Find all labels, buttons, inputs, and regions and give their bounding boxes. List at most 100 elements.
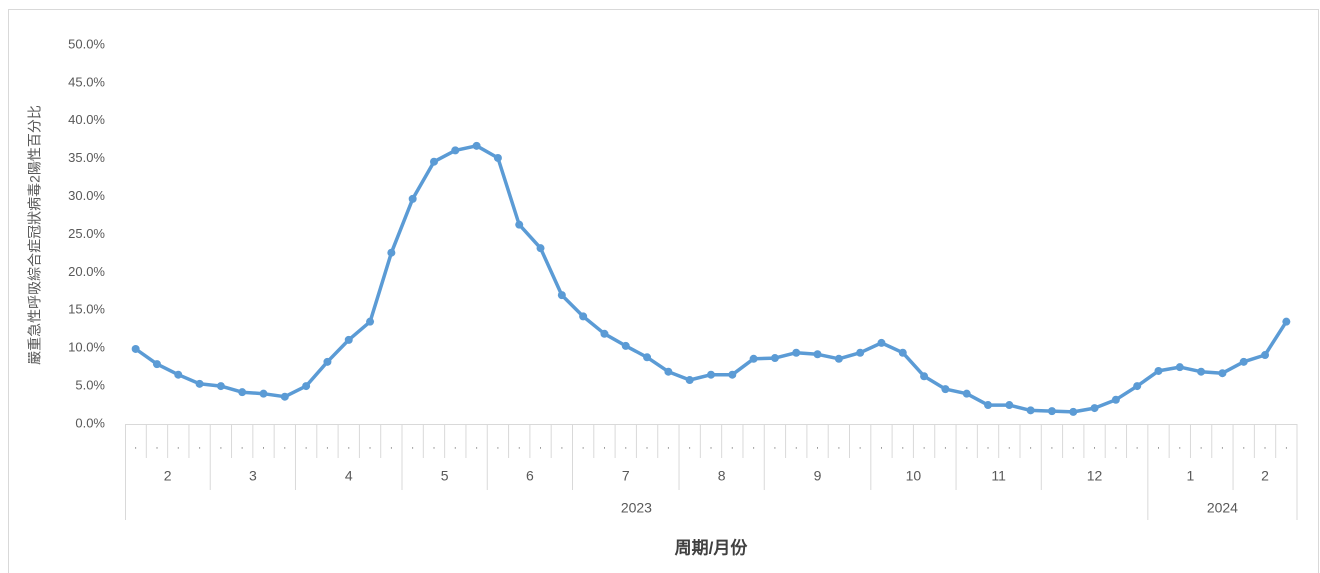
data-point <box>259 389 268 398</box>
data-point <box>643 353 652 362</box>
x-tick-label: . <box>305 441 308 452</box>
x-tick-label: . <box>582 441 585 452</box>
data-point <box>493 153 502 162</box>
x-tick-label: . <box>965 441 968 452</box>
x-tick-label: . <box>1008 441 1011 452</box>
month-label: 9 <box>814 468 822 484</box>
x-tick-label: . <box>497 441 500 452</box>
x-tick-label: . <box>1242 441 1245 452</box>
data-point <box>664 367 673 376</box>
x-tick-label: . <box>987 441 990 452</box>
x-tick-label: . <box>944 441 947 452</box>
x-tick-label: . <box>923 441 926 452</box>
data-point <box>387 248 396 257</box>
data-point <box>195 379 204 388</box>
data-point <box>451 146 460 155</box>
data-point <box>515 220 524 229</box>
data-point <box>834 354 843 363</box>
y-tick-label: 50.0% <box>68 36 105 51</box>
x-tick-label: . <box>646 441 649 452</box>
x-tick-label: . <box>134 441 137 452</box>
chart-frame <box>8 9 1319 573</box>
y-tick-label: 10.0% <box>68 340 105 355</box>
data-point <box>1069 407 1078 416</box>
y-tick-label: 20.0% <box>68 264 105 279</box>
data-point <box>1111 395 1120 404</box>
data-point <box>280 392 289 401</box>
x-tick-label: . <box>560 441 563 452</box>
month-label: 3 <box>249 468 257 484</box>
x-tick-label: . <box>518 441 521 452</box>
data-point <box>1133 382 1142 391</box>
x-tick-label: . <box>283 441 286 452</box>
data-point <box>600 329 609 338</box>
x-tick-label: . <box>752 441 755 452</box>
data-point <box>1261 351 1270 360</box>
data-point <box>749 354 758 363</box>
data-point <box>707 370 715 379</box>
data-point <box>536 244 545 253</box>
data-point <box>1197 367 1206 376</box>
x-tick-label: . <box>795 441 798 452</box>
data-point <box>621 341 630 350</box>
data-point <box>856 348 865 357</box>
x-tick-label: . <box>369 441 372 452</box>
data-point <box>962 389 971 398</box>
data-point <box>813 350 822 359</box>
x-tick-label: . <box>156 441 159 452</box>
month-label: 8 <box>718 468 726 484</box>
data-point <box>344 335 353 344</box>
data-point <box>323 357 332 366</box>
data-point <box>579 312 588 321</box>
data-point <box>792 348 801 357</box>
data-point <box>1154 366 1163 375</box>
y-axis-title: 嚴重急性呼吸綜合症冠狀病毒2陽性百分比 <box>27 105 43 365</box>
year-label: 2023 <box>621 500 652 516</box>
x-tick-label: . <box>1178 441 1181 452</box>
month-label: 5 <box>441 468 449 484</box>
y-tick-label: 45.0% <box>68 74 105 89</box>
data-point <box>131 344 140 353</box>
data-point <box>1218 369 1227 378</box>
y-tick-label: 5.0% <box>75 378 105 393</box>
data-point <box>770 354 779 363</box>
data-point <box>984 401 993 410</box>
data-point <box>685 376 694 385</box>
x-tick-label: . <box>667 441 670 452</box>
data-point <box>472 141 481 150</box>
data-point <box>429 157 438 166</box>
x-tick-label: . <box>1285 441 1288 452</box>
x-tick-label: . <box>816 441 819 452</box>
data-point <box>728 370 737 379</box>
x-tick-label: . <box>241 441 244 452</box>
data-point <box>1175 363 1184 372</box>
data-point <box>216 382 225 391</box>
x-tick-label: . <box>624 441 627 452</box>
x-tick-label: . <box>539 441 542 452</box>
x-tick-label: . <box>177 441 180 452</box>
y-tick-label: 25.0% <box>68 226 105 241</box>
x-tick-label: . <box>880 441 883 452</box>
x-tick-label: . <box>1264 441 1267 452</box>
x-tick-label: . <box>1221 441 1224 452</box>
x-tick-label: . <box>731 441 734 452</box>
data-point <box>1005 401 1014 410</box>
month-label: 7 <box>622 468 630 484</box>
y-tick-label: 35.0% <box>68 150 105 165</box>
data-point <box>898 348 907 357</box>
data-point <box>941 385 950 394</box>
x-tick-label: . <box>1157 441 1160 452</box>
data-point <box>174 370 183 379</box>
data-point <box>1047 407 1056 416</box>
data-point <box>238 388 247 397</box>
x-tick-label: . <box>1072 441 1075 452</box>
x-tick-label: . <box>433 441 436 452</box>
x-tick-label: . <box>390 441 393 452</box>
x-tick-label: . <box>1029 441 1032 452</box>
x-tick-label: . <box>688 441 691 452</box>
x-tick-label: . <box>1114 441 1117 452</box>
data-point <box>557 291 566 300</box>
data-point <box>366 317 375 326</box>
